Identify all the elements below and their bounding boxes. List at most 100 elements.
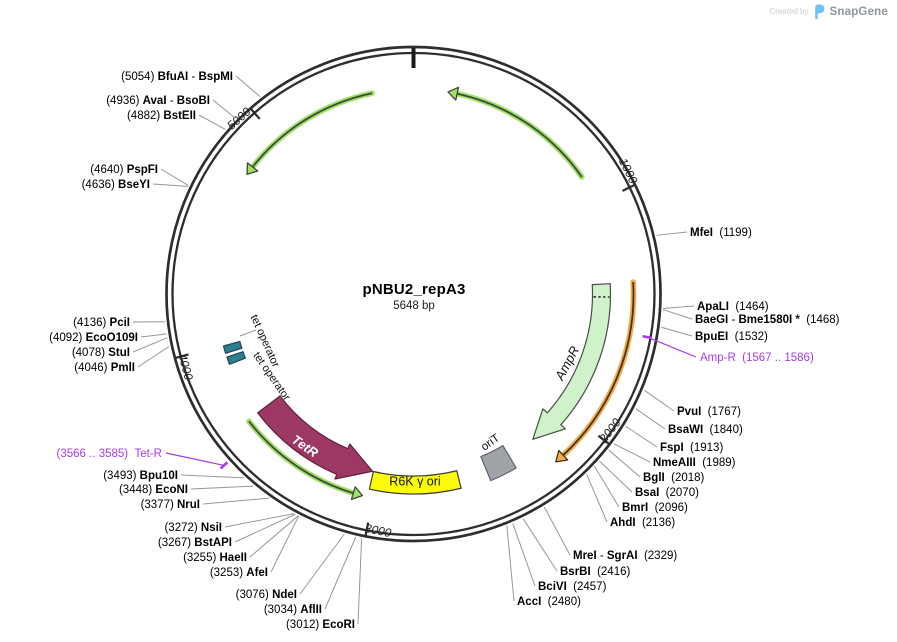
gene-top-left-glow <box>249 90 375 170</box>
gene-orange-arrowhead <box>555 449 569 463</box>
primer-leader-line <box>165 452 225 466</box>
enzyme-leader-line <box>663 305 695 309</box>
enzyme-label: BmrI (2096) <box>622 502 688 514</box>
enzyme-label: (4640) PspFI <box>90 164 158 176</box>
enzyme-leader-line <box>656 231 688 236</box>
primer-leader-line <box>646 336 697 358</box>
enzyme-label: BpuEI (1532) <box>695 331 768 343</box>
enzyme-leader-line <box>190 485 254 490</box>
enzyme-label: (3493) Bpu10I <box>103 470 178 482</box>
feature-r6k-ori-box <box>368 470 462 495</box>
enzyme-leader-line <box>522 518 558 572</box>
enzyme-label: (3034) AflII <box>264 604 322 616</box>
feature-tetr-arrow <box>257 395 374 480</box>
gene-top-left-arrowhead <box>246 162 259 176</box>
enzyme-leader-line <box>661 326 693 337</box>
enzyme-leader-line <box>180 474 245 479</box>
enzyme-label: (3012) EcoRI <box>286 619 355 631</box>
primer-tick-Amp-R <box>642 334 652 340</box>
enzyme-label: (3255) HaeII <box>183 552 247 564</box>
enzyme-label: BaeGI - Bme1580I * (1468) <box>695 314 840 326</box>
enzyme-leader-line <box>506 525 515 602</box>
enzyme-label: AhdI (2136) <box>610 517 675 529</box>
enzyme-label: (4636) BseYI <box>82 179 150 191</box>
gene-top-right-line <box>456 92 583 178</box>
enzyme-leader-line <box>543 506 571 556</box>
primer-label-Tet-R: (3566 .. 3585) Tet-R <box>57 448 162 460</box>
backbone-ring-outer <box>165 45 662 543</box>
enzyme-leader-line <box>140 333 167 338</box>
enzyme-label: (4092) EcoO109I <box>49 332 138 344</box>
scale-tick-label: 3000 <box>364 521 393 540</box>
scale-tick-label: 4000 <box>175 352 196 382</box>
scale-tick <box>621 183 636 192</box>
feature-ampr-arrow <box>532 283 612 440</box>
enzyme-label: AccI (2480) <box>517 596 581 608</box>
enzyme-leader-line <box>613 443 651 463</box>
enzyme-label: FspI (1913) <box>660 442 723 454</box>
enzyme-leader-line <box>599 460 633 493</box>
snapgene-logo-icon <box>814 4 824 19</box>
enzyme-leader-line <box>299 533 345 595</box>
enzyme-leader-line <box>152 183 188 187</box>
scale-tick <box>364 522 370 537</box>
plasmid-title-block: pNBU2_repA3 5648 bp <box>264 281 564 312</box>
enzyme-leader-line <box>625 425 658 448</box>
enzyme-leader-line <box>234 513 296 543</box>
enzyme-label: BsrBI (2416) <box>560 566 630 578</box>
enzyme-label: (4078) StuI <box>72 347 130 359</box>
enzyme-label: (4936) AvaI - BsoBI <box>106 95 210 107</box>
enzyme-leader-line <box>357 538 363 625</box>
enzyme-leader-line <box>635 408 666 430</box>
feature-tet-operator-1-box <box>222 340 243 354</box>
enzyme-label: (3267) BstAPI <box>158 537 232 549</box>
enzyme-label: BciVI (2457) <box>538 581 607 593</box>
enzyme-label: ApaLI (1464) <box>697 301 769 313</box>
enzyme-label: (4046) PmlI <box>74 362 135 374</box>
enzyme-label: (3076) NdeI <box>236 589 297 601</box>
enzyme-leader-line <box>198 114 226 130</box>
enzyme-label: BsaWI (1840) <box>668 424 743 436</box>
enzyme-leader-line <box>137 346 170 368</box>
feature-r6k-ori-label: R6K γ ori <box>389 474 440 488</box>
enzyme-label: (5054) BfuAI - BspMI <box>121 71 233 83</box>
enzyme-label: BglI (2018) <box>643 472 705 484</box>
enzyme-label: (4882) BstEII <box>127 110 196 122</box>
gene-tetr-thin-line <box>248 420 354 494</box>
gene-top-left-line <box>251 92 373 168</box>
enzyme-leader-line <box>324 537 357 610</box>
enzyme-label: (3448) EcoNI <box>119 484 188 496</box>
enzyme-leader-line <box>608 449 641 478</box>
enzyme-leader-line <box>132 337 168 353</box>
plasmid-size: 5648 bp <box>393 300 435 312</box>
gene-top-right-arrowhead <box>447 86 460 101</box>
watermark-created-by: Created by <box>769 7 809 16</box>
enzyme-leader-line <box>224 513 295 528</box>
enzyme-label: MreI - SgrAI (2329) <box>573 550 677 562</box>
enzyme-label: PvuI (1767) <box>677 406 741 418</box>
scale-tick <box>249 108 261 120</box>
enzyme-label: BsaI (2070) <box>635 487 699 499</box>
scale-tick <box>597 434 610 445</box>
enzyme-label: MfeI (1199) <box>690 227 752 239</box>
watermark: Created by SnapGene <box>769 4 888 19</box>
primer-label-Amp-R: Amp-R (1567 .. 1586) <box>700 352 814 364</box>
plasmid-name: pNBU2_repA3 <box>362 281 466 298</box>
enzyme-leader-line <box>662 309 693 320</box>
enzyme-leader-line <box>235 75 261 98</box>
enzyme-leader-line <box>594 466 620 508</box>
enzyme-label: (3253) AfeI <box>210 567 268 579</box>
feature-tet-operator-2-box <box>226 351 246 365</box>
enzyme-leader-line <box>586 474 608 523</box>
enzyme-leader-line <box>249 515 299 558</box>
enzyme-leader-line <box>270 515 300 573</box>
enzyme-label: NmeAIII (1989) <box>653 457 736 469</box>
gene-orange-line <box>562 281 635 456</box>
scale-tick <box>175 353 189 360</box>
enzyme-leader-line <box>212 99 236 119</box>
gene-tetr-thin-arrowhead <box>350 486 364 500</box>
operator-leader-line <box>239 329 257 337</box>
enzyme-leader-line <box>160 168 189 186</box>
